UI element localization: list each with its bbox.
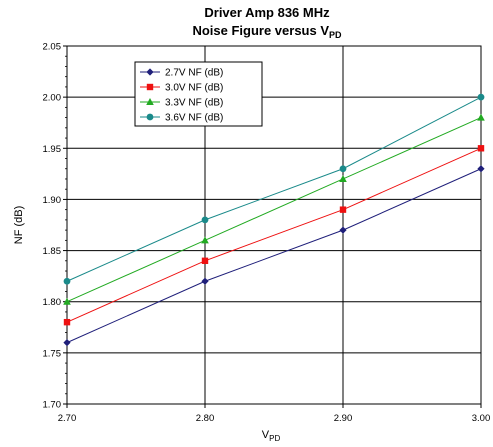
series-line	[66, 96, 482, 282]
series-line	[66, 117, 482, 303]
legend-item: 2.7V NF (dB)	[140, 68, 223, 79]
legend-label: 3.3V NF (dB)	[165, 98, 223, 109]
y-tick-label: 2.00	[43, 93, 62, 104]
series-1	[63, 145, 485, 326]
data-point	[63, 339, 71, 347]
legend-label: 2.7V NF (dB)	[165, 68, 223, 79]
legend-label: 3.6V NF (dB)	[165, 113, 223, 124]
data-point	[477, 145, 485, 152]
legend-marker	[146, 83, 154, 91]
legend: 2.7V NF (dB) 3.0V NF (dB) 3.3V NF (dB) 3.6V…	[134, 61, 263, 127]
data-point	[339, 206, 347, 213]
series-layer	[63, 93, 485, 347]
data-point	[201, 236, 209, 244]
series-0	[63, 165, 485, 347]
data-point	[477, 93, 485, 101]
data-point	[339, 226, 347, 234]
legend-item: 3.0V NF (dB)	[140, 83, 223, 94]
series-3	[63, 93, 485, 285]
series-line	[66, 168, 482, 344]
x-tick-label: 3.00	[472, 413, 491, 424]
plot-area	[66, 45, 482, 405]
legend-marker	[146, 113, 154, 121]
y-tick-label: 1.80	[43, 297, 62, 308]
x-axis-label: VPD	[262, 429, 281, 443]
data-point	[339, 174, 347, 182]
data-point	[63, 277, 71, 285]
y-tick-label: 1.95	[43, 144, 62, 155]
y-tick-label: 1.75	[43, 348, 62, 359]
legend-item: 3.6V NF (dB)	[140, 113, 223, 124]
series-2	[63, 113, 485, 305]
x-tick-label: 2.90	[334, 413, 353, 424]
legend-item: 3.3V NF (dB)	[140, 98, 223, 109]
data-point	[477, 113, 485, 121]
x-tick-label: 2.70	[58, 413, 77, 424]
y-tick-label: 1.85	[43, 246, 62, 257]
grid	[67, 46, 481, 404]
series-line	[66, 147, 482, 323]
data-point	[477, 165, 485, 173]
data-point	[201, 257, 209, 264]
legend-box	[134, 61, 263, 127]
chart-title-line2: Noise Figure versus VPD	[192, 23, 342, 40]
x-axis: 2.70 2.80 2.90 3.00	[58, 404, 491, 424]
data-point	[63, 297, 71, 305]
y-tick-label: 1.90	[43, 195, 62, 206]
chart-title-line1: Driver Amp 836 MHz	[204, 5, 330, 20]
x-tick-label: 2.80	[196, 413, 215, 424]
legend-marker	[146, 68, 154, 76]
legend-marker	[146, 98, 154, 105]
y-tick-label: 1.70	[43, 400, 62, 411]
data-point	[339, 165, 347, 173]
y-axis: 1.70 1.75 1.80 1.85 1.90 1.95 2.00 2.05	[43, 42, 67, 411]
y-tick-label: 2.05	[43, 42, 62, 53]
data-point	[201, 277, 209, 285]
data-point	[201, 216, 209, 224]
y-axis-label: NF (dB)	[13, 206, 25, 245]
legend-label: 3.0V NF (dB)	[165, 83, 223, 94]
data-point	[63, 318, 71, 326]
